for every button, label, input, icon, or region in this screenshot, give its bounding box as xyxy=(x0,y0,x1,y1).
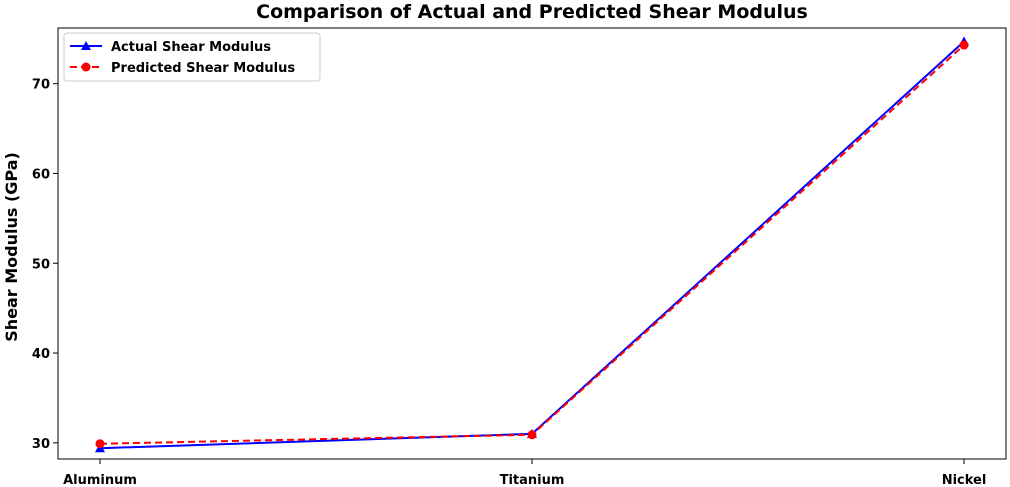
legend-box xyxy=(63,32,321,82)
series-line xyxy=(99,40,965,450)
data-point xyxy=(959,40,969,50)
y-axis-ticks: 30 40 50 60 70 xyxy=(32,78,58,452)
legend: Actual Shear Modulus Predicted Shear Modu… xyxy=(63,32,321,82)
data-point xyxy=(527,430,537,440)
x-tick-label-titanium: Titanium xyxy=(500,473,565,487)
y-tick-label: 40 xyxy=(32,347,50,362)
plot-area xyxy=(57,27,1007,460)
series-layer xyxy=(95,36,969,453)
series-actual xyxy=(95,36,969,453)
legend-item: Predicted Shear Modulus xyxy=(70,61,295,76)
x-tick-label-nickel: Nickel xyxy=(942,473,987,487)
legend-item: Actual Shear Modulus xyxy=(70,40,271,55)
y-tick-label: 70 xyxy=(32,78,50,93)
legend-marker xyxy=(81,62,91,72)
x-tick-label-aluminum: Aluminum xyxy=(63,473,137,487)
x-axis-ticks: Aluminum Titanium Nickel xyxy=(63,459,986,487)
y-tick-label: 50 xyxy=(32,257,50,272)
data-point xyxy=(95,439,105,449)
chart-title: Comparison of Actual and Predicted Shear… xyxy=(256,1,808,23)
y-tick-label: 30 xyxy=(32,437,50,452)
legend-label: Predicted Shear Modulus xyxy=(111,61,295,76)
y-tick-label: 60 xyxy=(32,167,50,182)
legend-label: Actual Shear Modulus xyxy=(111,40,271,55)
series-line xyxy=(99,44,965,445)
series-predicted xyxy=(95,40,969,449)
y-axis-label: Shear Modulus (GPa) xyxy=(2,152,21,342)
legend-marker xyxy=(81,41,91,50)
